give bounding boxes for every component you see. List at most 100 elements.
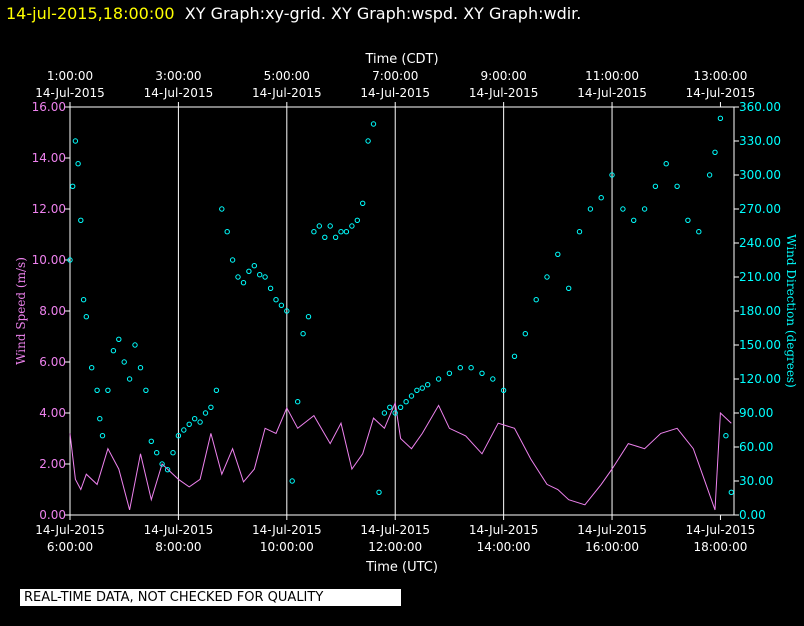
x-bottom-tick-time: 16:00:00 bbox=[585, 540, 639, 554]
x-bottom-tick-date: 14-Jul-2015 bbox=[469, 523, 539, 537]
x-bottom-tick-time: 14:00:00 bbox=[477, 540, 531, 554]
wind-direction-point bbox=[381, 410, 388, 416]
y-right-tick-label: 240.00 bbox=[739, 236, 781, 250]
wind-direction-point bbox=[408, 393, 415, 399]
x-top-tick-date: 14-Jul-2015 bbox=[144, 86, 214, 100]
wind-direction-point bbox=[246, 268, 252, 274]
wind-direction-point bbox=[83, 314, 90, 320]
y-right-tick-label: 330.00 bbox=[739, 134, 781, 148]
y-left-tick-label: 4.00 bbox=[39, 406, 66, 420]
wind-direction-point bbox=[289, 478, 295, 484]
wind-direction-point bbox=[192, 416, 198, 422]
wind-direction-point bbox=[435, 376, 442, 382]
wind-direction-point bbox=[305, 314, 312, 320]
y-right-tick-label: 360.00 bbox=[739, 100, 781, 114]
wind-direction-point bbox=[224, 229, 230, 235]
wind-direction-point bbox=[587, 206, 594, 212]
x-bottom-tick-time: 18:00:00 bbox=[693, 540, 747, 554]
wind-direction-point bbox=[598, 195, 604, 201]
x-bottom-tick-date: 14-Jul-2015 bbox=[252, 523, 322, 537]
x-top-axis-label: Time (CDT) bbox=[364, 52, 438, 67]
x-top-tick-time: 7:00:00 bbox=[372, 69, 418, 83]
wind-direction-point bbox=[121, 359, 127, 365]
wind-direction-point bbox=[403, 399, 409, 405]
vertical-grid bbox=[177, 107, 613, 515]
wind-direction-point bbox=[94, 387, 100, 393]
wind-direction-point bbox=[202, 410, 209, 416]
wind-direction-point bbox=[631, 217, 637, 224]
y-left-tick-label: 10.00 bbox=[32, 253, 66, 267]
wind-direction-point bbox=[674, 183, 680, 190]
x-top-tick-time: 5:00:00 bbox=[264, 69, 310, 83]
wind-direction-point bbox=[80, 297, 87, 303]
wind-direction-point bbox=[213, 387, 220, 393]
x-top-tick-time: 1:00:00 bbox=[47, 69, 93, 83]
x-top-tick-date: 14-Jul-2015 bbox=[577, 86, 647, 100]
wind-direction-point bbox=[235, 274, 241, 280]
y-left-tick-label: 6.00 bbox=[39, 355, 66, 369]
wind-direction-point bbox=[446, 370, 453, 376]
wind-direction-point bbox=[533, 297, 539, 303]
bottom-axis: 14-Jul-2015 6:00:00 14-Jul-2015 8:00:00 14-J… bbox=[35, 515, 755, 554]
qc-notice: REAL-TIME DATA, NOT CHECKED FOR QUALITY bbox=[20, 589, 401, 606]
wind-direction-point bbox=[78, 217, 84, 224]
x-top-tick-date: 14-Jul-2015 bbox=[35, 86, 105, 100]
y-right-tick-label: 270.00 bbox=[739, 202, 781, 216]
wind-direction-point bbox=[251, 263, 258, 269]
wind-direction-point bbox=[419, 385, 425, 391]
wind-direction-point bbox=[175, 433, 182, 439]
wind-direction-point bbox=[652, 183, 659, 190]
series-wind-speed bbox=[69, 400, 732, 511]
wind-direction-point bbox=[284, 308, 290, 314]
wind-direction-point bbox=[663, 161, 669, 167]
wind-direction-point bbox=[99, 433, 106, 439]
wind-direction-point bbox=[97, 416, 103, 422]
x-bottom-tick-time: 6:00:00 bbox=[47, 540, 93, 554]
wind-direction-point bbox=[392, 410, 398, 416]
y-right-tick-label: 210.00 bbox=[739, 270, 781, 284]
x-top-tick-time: 3:00:00 bbox=[155, 69, 201, 83]
x-top-tick-time: 9:00:00 bbox=[480, 69, 526, 83]
wind-direction-point bbox=[728, 489, 734, 495]
wind-direction-point bbox=[219, 206, 225, 212]
x-top-tick-date: 14-Jul-2015 bbox=[252, 86, 322, 100]
wind-direction-point bbox=[376, 489, 382, 495]
wind-direction-point bbox=[143, 387, 149, 393]
wind-speed-line bbox=[69, 400, 732, 511]
wind-direction-point bbox=[349, 223, 355, 229]
wind-direction-point bbox=[295, 399, 301, 405]
x-bottom-tick-date: 14-Jul-2015 bbox=[686, 523, 756, 537]
wind-direction-point bbox=[181, 427, 187, 433]
y-right-tick-label: 30.00 bbox=[739, 474, 773, 488]
y-left-tick-label: 14.00 bbox=[32, 151, 66, 165]
wind-direction-point bbox=[262, 274, 268, 280]
wind-direction-point bbox=[327, 223, 333, 229]
wind-direction-point bbox=[490, 376, 496, 382]
wind-direction-point bbox=[370, 121, 377, 127]
header-graph-names: XY Graph:xy-grid. XY Graph:wspd. XY Grap… bbox=[184, 4, 582, 23]
top-axis: 1:00:00 14-Jul-2015 3:00:00 14-Jul-2015 5:00… bbox=[35, 69, 755, 107]
series-wind-direction bbox=[67, 115, 734, 495]
wind-direction-point bbox=[696, 229, 702, 235]
y-right-axis-label: Wind Direction (degrees) bbox=[784, 234, 798, 388]
wind-direction-point bbox=[116, 336, 122, 342]
x-top-tick-date: 14-Jul-2015 bbox=[469, 86, 539, 100]
x-bottom-tick-date: 14-Jul-2015 bbox=[35, 523, 105, 537]
wind-direction-point bbox=[387, 404, 393, 410]
x-top-tick-date: 14-Jul-2015 bbox=[686, 86, 756, 100]
y-left-tick-label: 2.00 bbox=[39, 457, 66, 471]
wind-direction-point bbox=[300, 331, 306, 337]
x-bottom-tick-date: 14-Jul-2015 bbox=[577, 523, 647, 537]
x-bottom-axis-label: Time (UTC) bbox=[365, 560, 438, 575]
wind-direction-point bbox=[322, 234, 328, 241]
wind-direction-point bbox=[240, 280, 247, 286]
wind-direction-point bbox=[105, 387, 111, 393]
wind-direction-point bbox=[229, 257, 236, 263]
wind-direction-point bbox=[278, 302, 285, 308]
wind-direction-point bbox=[170, 450, 176, 456]
x-bottom-tick-date: 14-Jul-2015 bbox=[360, 523, 430, 537]
wind-direction-point bbox=[641, 206, 648, 212]
wind-direction-point bbox=[717, 115, 724, 122]
wind-direction-point bbox=[132, 342, 138, 348]
wind-direction-point bbox=[706, 172, 713, 178]
